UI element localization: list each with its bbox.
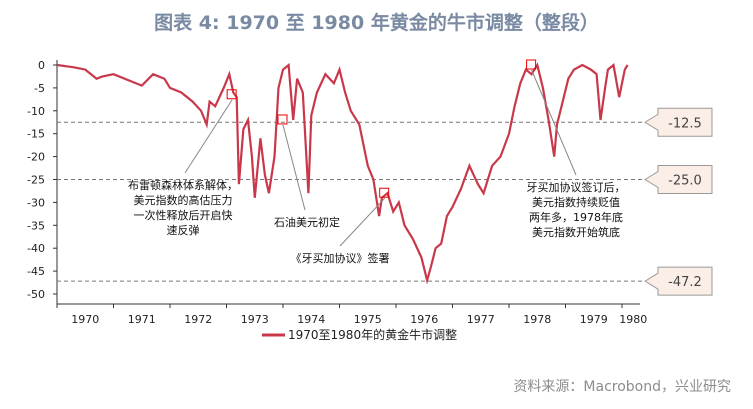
y-tick-label: -45	[27, 265, 45, 278]
value-callout	[644, 107, 713, 137]
event-marker	[226, 89, 237, 100]
event-marker	[379, 187, 390, 198]
annotation-text: 速反弹	[167, 223, 200, 237]
y-tick-label: -20	[27, 151, 45, 164]
x-tick-label: 1979	[580, 313, 608, 326]
annotation-text: 美元指数的高估压力	[134, 193, 233, 207]
chart-title: 图表 4: 1970 至 1980 年黄金的牛市调整（整段）	[154, 12, 599, 34]
y-tick-label: -25	[27, 174, 45, 187]
annotation-text: 布雷顿森林体系解体，	[128, 178, 238, 192]
x-tick-label: 1972	[184, 313, 212, 326]
value-callout	[644, 165, 713, 194]
y-tick-label: -50	[27, 288, 45, 301]
annotation-text: 两年多，1978年底	[529, 210, 623, 224]
annotation-leader	[531, 69, 577, 176]
legend-label: 1970至1980年的黄金牛市调整	[288, 327, 457, 342]
callout-label: -25.0	[668, 174, 702, 189]
y-tick-label: -40	[27, 242, 45, 255]
y-tick-label: -10	[27, 105, 45, 118]
x-tick-label: 1975	[354, 313, 382, 326]
x-tick-label: 1970	[71, 313, 99, 326]
value-callout	[644, 266, 713, 296]
x-tick-label: 1973	[241, 313, 269, 326]
source-note: 资料来源：Macrobond，兴业研究	[513, 379, 731, 395]
x-tick-label: 1978	[523, 313, 551, 326]
annotation-leader	[184, 99, 233, 174]
annotation-text: 一次性释放后开启快	[134, 208, 233, 222]
series-line	[56, 62, 629, 285]
x-tick-label: 1974	[297, 313, 325, 326]
y-tick-label: -30	[27, 196, 45, 209]
annotation-leader	[282, 124, 306, 211]
event-marker	[277, 114, 288, 125]
event-marker	[526, 59, 537, 70]
x-tick-label: 1980	[619, 313, 647, 326]
annotation-text: 美元指数开始筑底	[532, 225, 620, 239]
y-tick-label: 0	[38, 59, 45, 72]
y-tick-label: -5	[34, 82, 45, 95]
annotation-leader	[339, 197, 386, 247]
x-tick-label: 1977	[467, 313, 495, 326]
annotation-text: 牙买加协议签订后，	[527, 180, 626, 194]
annotation-text: 美元指数持续贬值	[532, 195, 620, 209]
x-tick-label: 1976	[410, 313, 438, 326]
y-tick-label: -15	[27, 128, 45, 141]
x-tick-label: 1971	[128, 313, 156, 326]
callout-label: -12.5	[668, 116, 702, 131]
callout-label: -47.2	[668, 275, 702, 290]
annotation-text: 石油美元初定	[274, 215, 340, 229]
y-tick-label: -35	[27, 219, 45, 232]
annotation-text: 《牙买加协议》签署	[291, 251, 390, 265]
